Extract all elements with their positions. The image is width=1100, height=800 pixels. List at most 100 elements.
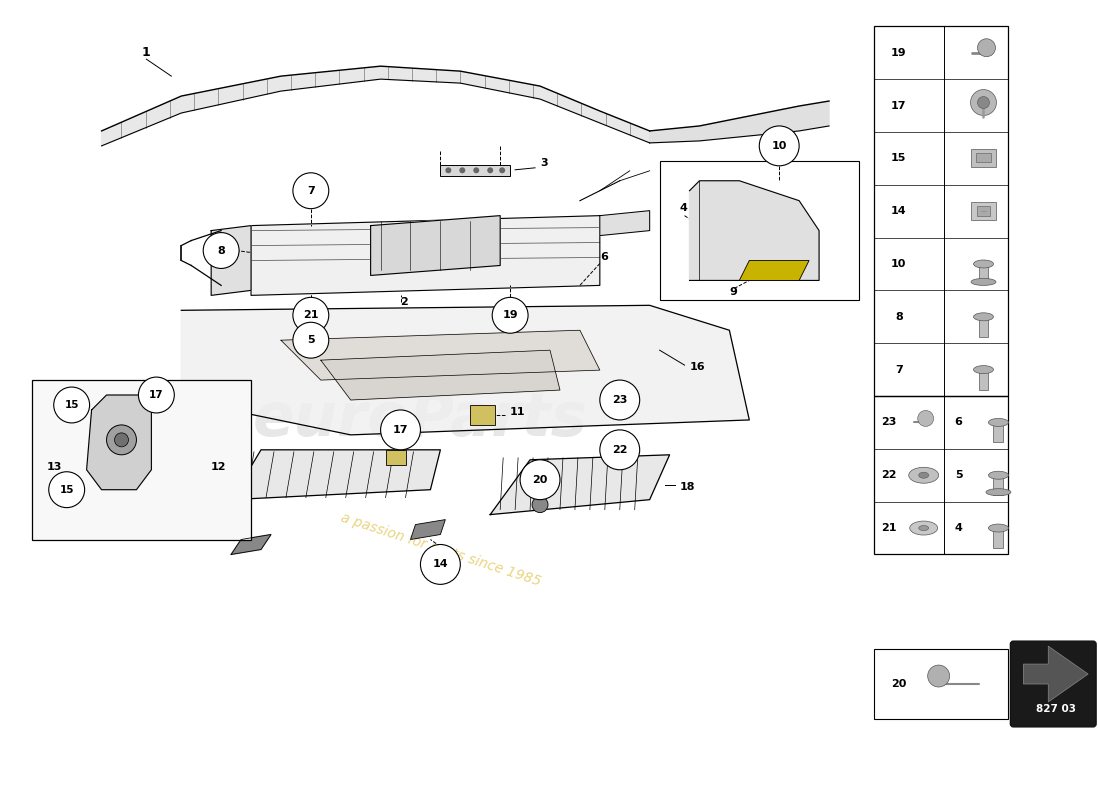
Text: 19: 19 bbox=[891, 48, 906, 58]
Text: 6: 6 bbox=[955, 418, 962, 427]
Circle shape bbox=[532, 497, 548, 513]
Text: 21: 21 bbox=[304, 310, 319, 320]
Circle shape bbox=[520, 460, 560, 500]
Text: 16: 16 bbox=[690, 362, 705, 372]
Circle shape bbox=[48, 472, 85, 508]
Ellipse shape bbox=[986, 489, 1011, 496]
Text: 20: 20 bbox=[532, 474, 548, 485]
Circle shape bbox=[487, 167, 493, 174]
FancyBboxPatch shape bbox=[1011, 641, 1096, 727]
Polygon shape bbox=[491, 455, 670, 514]
Ellipse shape bbox=[974, 260, 993, 268]
Bar bbox=[979, 370, 989, 390]
Circle shape bbox=[446, 167, 451, 174]
Ellipse shape bbox=[910, 521, 937, 535]
Text: 10: 10 bbox=[771, 141, 786, 151]
Text: 15: 15 bbox=[65, 400, 79, 410]
Circle shape bbox=[204, 233, 239, 269]
Text: 11: 11 bbox=[510, 407, 526, 417]
Text: 17: 17 bbox=[393, 425, 408, 435]
Text: 13: 13 bbox=[47, 462, 62, 472]
Circle shape bbox=[114, 433, 129, 447]
Ellipse shape bbox=[974, 366, 993, 374]
Text: 15: 15 bbox=[891, 154, 906, 163]
Bar bbox=[873, 396, 1009, 554]
Text: 3: 3 bbox=[540, 158, 548, 168]
Ellipse shape bbox=[974, 313, 993, 321]
Circle shape bbox=[927, 665, 949, 687]
Polygon shape bbox=[600, 210, 650, 235]
Circle shape bbox=[759, 126, 799, 166]
Circle shape bbox=[492, 298, 528, 334]
Text: 19: 19 bbox=[503, 310, 518, 320]
Text: 18: 18 bbox=[680, 482, 695, 492]
Polygon shape bbox=[321, 350, 560, 400]
Ellipse shape bbox=[918, 472, 928, 478]
Text: 4: 4 bbox=[955, 523, 962, 533]
Text: 827 03: 827 03 bbox=[1036, 704, 1076, 714]
Polygon shape bbox=[101, 66, 650, 146]
Bar bbox=[386, 450, 406, 465]
Polygon shape bbox=[211, 226, 251, 295]
Ellipse shape bbox=[989, 471, 1009, 479]
Circle shape bbox=[978, 97, 990, 109]
Bar bbox=[979, 264, 989, 284]
Circle shape bbox=[54, 387, 89, 423]
Circle shape bbox=[970, 90, 997, 115]
Bar bbox=[977, 206, 990, 216]
Text: a passion for parts since 1985: a passion for parts since 1985 bbox=[339, 510, 542, 589]
Text: 14: 14 bbox=[891, 206, 906, 216]
Ellipse shape bbox=[989, 524, 1009, 532]
Bar bbox=[873, 26, 1009, 396]
Text: 6: 6 bbox=[600, 253, 607, 262]
Polygon shape bbox=[371, 216, 500, 275]
Text: 15: 15 bbox=[59, 485, 74, 494]
Polygon shape bbox=[182, 306, 749, 435]
Text: euroParts: euroParts bbox=[253, 390, 588, 450]
Polygon shape bbox=[690, 181, 820, 281]
Bar bbox=[993, 475, 1003, 495]
Text: 14: 14 bbox=[432, 559, 448, 570]
Bar bbox=[979, 317, 989, 337]
Text: 12: 12 bbox=[211, 462, 227, 472]
Text: 17: 17 bbox=[150, 390, 164, 400]
Bar bbox=[440, 165, 510, 176]
Text: 5: 5 bbox=[955, 470, 962, 480]
Polygon shape bbox=[231, 534, 271, 554]
Polygon shape bbox=[87, 395, 152, 490]
Bar bbox=[976, 154, 991, 162]
Circle shape bbox=[460, 167, 465, 174]
Bar bbox=[873, 649, 1009, 719]
Ellipse shape bbox=[918, 526, 928, 530]
Circle shape bbox=[293, 322, 329, 358]
Circle shape bbox=[917, 410, 934, 426]
Polygon shape bbox=[650, 101, 829, 143]
Circle shape bbox=[600, 430, 640, 470]
Bar bbox=[32, 380, 251, 539]
Bar bbox=[970, 202, 997, 220]
Polygon shape bbox=[739, 261, 810, 281]
Circle shape bbox=[499, 167, 505, 174]
Text: 21: 21 bbox=[881, 523, 896, 533]
Circle shape bbox=[139, 377, 174, 413]
Text: 22: 22 bbox=[612, 445, 627, 455]
Text: 23: 23 bbox=[881, 418, 896, 427]
Polygon shape bbox=[1023, 646, 1088, 702]
Polygon shape bbox=[280, 330, 600, 380]
Circle shape bbox=[293, 298, 329, 334]
Text: 9: 9 bbox=[729, 287, 737, 298]
Circle shape bbox=[107, 425, 136, 455]
Text: 7: 7 bbox=[895, 365, 903, 374]
Bar bbox=[970, 150, 997, 167]
Text: 23: 23 bbox=[612, 395, 627, 405]
Text: 10: 10 bbox=[891, 259, 906, 269]
Bar bbox=[660, 161, 859, 300]
Circle shape bbox=[381, 410, 420, 450]
Text: 1: 1 bbox=[142, 46, 151, 59]
Text: 8: 8 bbox=[218, 246, 226, 255]
Polygon shape bbox=[410, 519, 446, 539]
Circle shape bbox=[473, 167, 480, 174]
Text: 17: 17 bbox=[891, 101, 906, 110]
Text: 20: 20 bbox=[891, 679, 906, 689]
Circle shape bbox=[420, 545, 460, 584]
